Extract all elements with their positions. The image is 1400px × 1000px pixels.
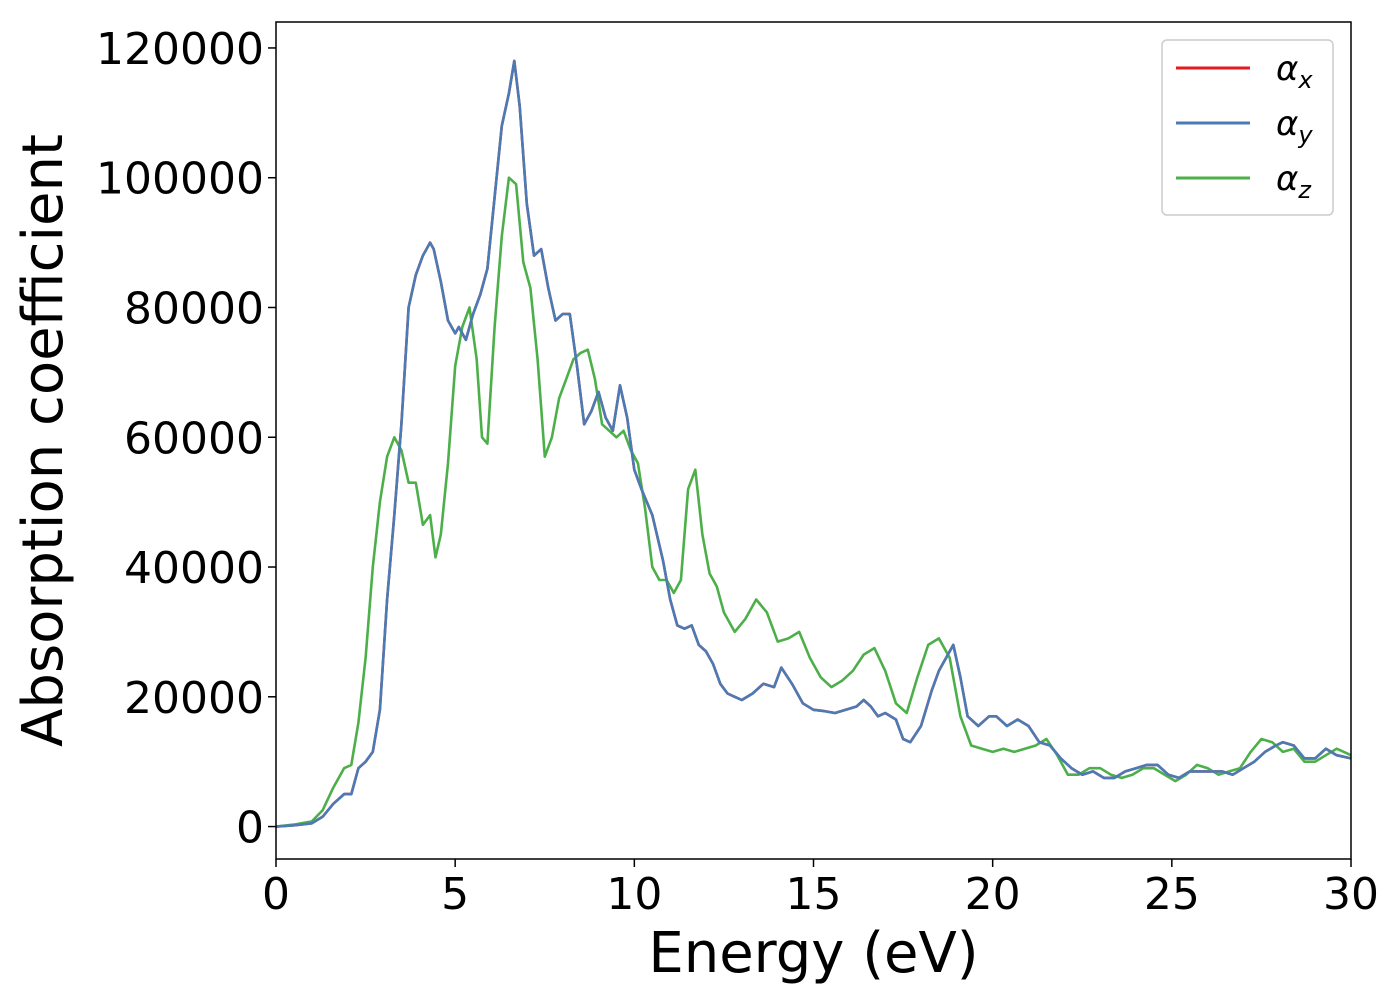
legend-box <box>1161 39 1334 216</box>
series-line-y <box>276 59 1351 828</box>
y-tick-label: 100000 <box>96 154 264 205</box>
legend: αx αy αz <box>1161 39 1334 216</box>
y-tick-label: 80000 <box>124 283 264 334</box>
series-layer <box>276 59 1351 828</box>
series-line-z <box>276 176 1351 828</box>
x-tick-label: 25 <box>1144 869 1200 920</box>
x-tick-label: 5 <box>441 869 469 920</box>
legend-label-z: αz <box>1276 159 1312 204</box>
x-tick-label: 30 <box>1323 869 1379 920</box>
x-tick-label: 15 <box>786 869 842 920</box>
y-axis-label: Absorption coefficient <box>11 134 76 747</box>
x-tick-label: 10 <box>606 869 662 920</box>
x-tick-label: 0 <box>262 869 290 920</box>
x-axis-label: Energy (eV) <box>648 921 978 986</box>
y-tick-label: 20000 <box>124 673 264 724</box>
x-tick-label: 20 <box>965 869 1021 920</box>
y-tick-label: 120000 <box>96 24 264 75</box>
y-tick-label: 0 <box>236 803 264 854</box>
y-tick-label: 60000 <box>124 413 264 464</box>
legend-label-y: αy <box>1276 104 1313 149</box>
ticks-layer: 0 5 10 15 20 25 30 0 20000 40000 60000 80000 100000 1… <box>96 24 1379 920</box>
y-tick-label: 40000 <box>124 543 264 594</box>
legend-label-x: αx <box>1276 49 1313 94</box>
